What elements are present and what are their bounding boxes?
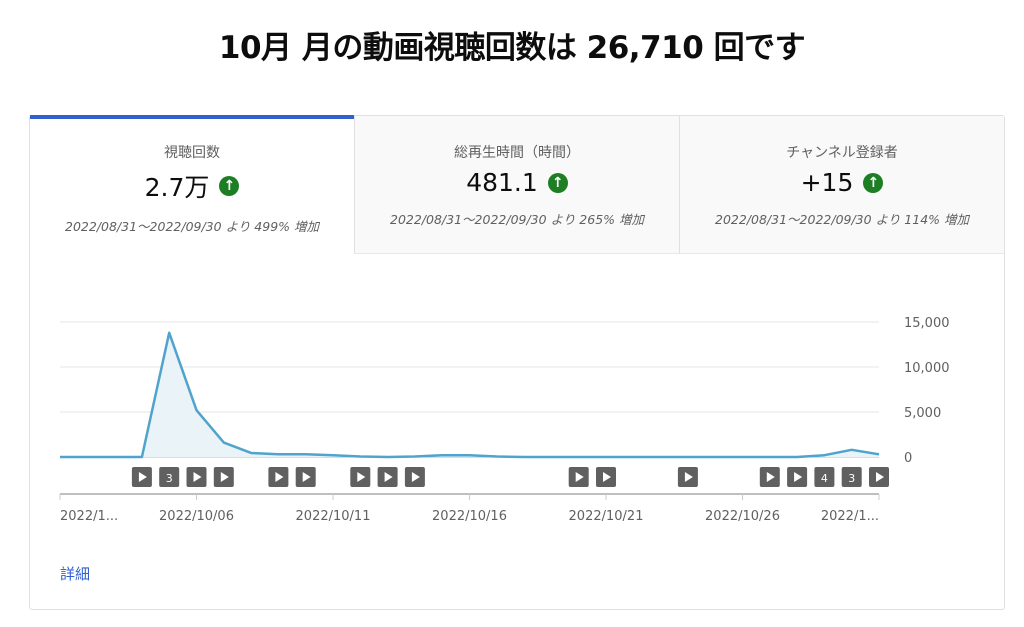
y-tick-label: 10,000 — [904, 361, 950, 376]
video-count-label: 3 — [166, 472, 173, 485]
play-icon — [193, 472, 202, 482]
tab-value: +15 — [800, 168, 854, 197]
play-icon — [411, 472, 420, 482]
video-marker[interactable] — [814, 467, 835, 487]
tab-comparison: 2022/08/31～2022/09/30 より 265% 増加 — [390, 212, 644, 227]
arrow-up-icon: ↑ — [219, 176, 240, 196]
x-tick-label: 2022/1... — [821, 509, 879, 524]
video-count-label: 4 — [821, 472, 828, 485]
video-count-label: 3 — [848, 472, 855, 485]
analytics-card: 視聴回数 2.7万 ↑ 2022/08/31～2022/09/30 より 499%… — [29, 115, 1005, 610]
play-icon — [302, 472, 311, 482]
x-tick-label: 2022/10/16 — [432, 509, 507, 524]
tab-subscribers[interactable]: チャンネル登録者 +15 ↑ 2022/08/31～2022/09/30 より 1… — [679, 116, 1004, 254]
play-icon — [275, 472, 284, 482]
arrow-up-icon: ↑ — [547, 172, 568, 193]
metric-tabs: 視聴回数 2.7万 ↑ 2022/08/31～2022/09/30 より 499%… — [30, 115, 1004, 254]
arrow-up-icon: ↑ — [863, 172, 884, 193]
tab-views[interactable]: 視聴回数 2.7万 ↑ 2022/08/31～2022/09/30 より 499%… — [30, 115, 354, 254]
video-marker[interactable] — [159, 467, 180, 487]
play-icon — [384, 472, 393, 482]
y-tick-label: 15,000 — [904, 316, 950, 331]
play-icon — [220, 472, 229, 482]
tab-label: 視聴回数 — [164, 145, 220, 161]
details-link[interactable]: 詳細 — [60, 565, 91, 583]
area-fill — [60, 332, 879, 457]
x-tick-label: 2022/10/06 — [159, 509, 234, 524]
tab-comparison: 2022/08/31～2022/09/30 より 499% 増加 — [65, 219, 319, 234]
play-icon — [766, 472, 775, 482]
tab-value: 2.7万 — [144, 173, 210, 202]
play-icon — [357, 472, 366, 482]
y-tick-label: 5,000 — [904, 406, 941, 421]
play-icon — [603, 472, 611, 482]
tab-value: 481.1 — [466, 168, 538, 197]
x-tick-label: 2022/10/21 — [569, 509, 644, 524]
y-tick-label: 0 — [904, 451, 912, 466]
tab-label: 総再生時間（時間） — [454, 145, 580, 161]
x-tick-label: 2022/1... — [60, 509, 118, 524]
play-icon — [575, 472, 584, 482]
page-title: 10月 月の動画視聴回数は 26,710 回です — [218, 30, 806, 66]
play-icon — [684, 472, 693, 482]
video-marker[interactable] — [841, 467, 862, 487]
tab-label: チャンネル登録者 — [786, 145, 898, 161]
tab-comparison: 2022/08/31～2022/09/30 より 114% 増加 — [715, 212, 969, 227]
play-icon — [794, 472, 803, 482]
x-tick-label: 2022/10/26 — [705, 509, 780, 524]
play-icon — [138, 472, 147, 482]
x-tick-label: 2022/10/11 — [296, 509, 371, 524]
play-icon — [876, 472, 884, 482]
tab-watch-time[interactable]: 総再生時間（時間） 481.1 ↑ 2022/08/31～2022/09/30 よ… — [354, 116, 679, 254]
